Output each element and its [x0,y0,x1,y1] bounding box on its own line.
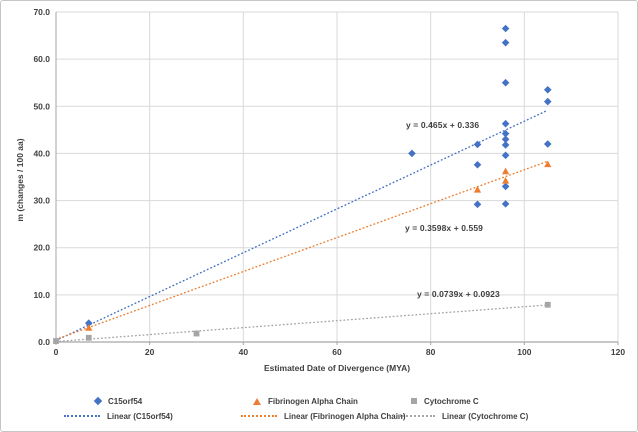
data-point-square [85,334,92,341]
square-marker-icon [411,398,417,404]
x-tick-label: 20 [145,347,155,357]
x-tick-label: 40 [239,347,249,357]
legend-item-fibrinogen: Fibrinogen Alpha Chain [253,395,358,407]
x-tick-label: 0 [54,347,59,357]
x-axis-title: Estimated Date of Divergence (MYA) [263,363,411,373]
data-point-diamond [501,24,510,33]
data-point-diamond [501,200,510,208]
data-point-diamond [473,140,482,149]
trendline-equation-cytochrome: y = 0.0739x + 0.0923 [417,289,500,299]
y-tick-label: 0.0 [38,337,50,347]
x-tick-label: 100 [517,347,531,357]
data-point-square [53,338,59,344]
y-tick-label: 40.0 [33,148,50,158]
data-point-diamond [543,97,552,106]
data-point-diamond [473,160,482,169]
data-point-diamond [501,119,510,128]
data-point-triangle [502,176,510,184]
y-tick-label: 30.0 [33,196,50,206]
data-point-diamond [501,182,510,191]
legend-label: Cytochrome C [424,396,479,406]
legend-item-linear-fibrinogen: Linear (Fibrinogen Alpha Chain) [241,410,405,422]
x-tick-label: 80 [426,347,436,357]
legend-item-c15orf54: C15orf54 [93,395,143,407]
triangle-marker-icon [253,397,261,405]
y-tick-label: 60.0 [33,54,50,64]
legend-label: C15orf54 [108,396,143,406]
legend-item-linear-c15orf54: Linear (C15orf54) [64,410,173,422]
data-point-triangle [502,167,510,175]
trendline-equation-fibrinogen: y = 0.3598x + 0.559 [405,223,483,233]
data-point-diamond [501,38,510,47]
y-tick-label: 10.0 [33,290,50,300]
data-point-diamond [543,140,552,148]
dotted-line-icon [399,415,435,417]
data-point-square [544,301,551,308]
data-point-diamond [501,78,510,87]
data-point-square [193,330,200,337]
data-point-diamond [501,129,510,138]
legend-item-cytochrome: Cytochrome C [411,395,479,407]
data-point-diamond [501,135,510,144]
legend-label: Linear (C15orf54) [107,411,173,421]
diamond-marker-icon [93,396,103,406]
data-point-diamond [473,200,482,209]
y-tick-label: 20.0 [33,243,50,253]
data-point-diamond [501,141,510,149]
data-point-diamond [543,85,552,94]
legend-label: Linear (Fibrinogen Alpha Chain) [284,411,406,421]
trendline [55,160,549,341]
trendline [55,304,549,343]
x-tick-label: 60 [332,347,342,357]
data-point-diamond [84,319,93,327]
legend-label: Linear (Cytochrome C) [442,411,529,421]
legend-label: Fibrinogen Alpha Chain [268,396,358,406]
trendline-equation-c15orf54: y = 0.465x + 0.336 [406,120,480,130]
data-point-diamond [408,149,416,158]
dotted-line-icon [64,415,100,417]
data-point-triangle [544,160,552,168]
legend-item-linear-cytochrome: Linear (Cytochrome C) [399,410,528,422]
y-tick-label: 70.0 [33,7,50,17]
trendline [55,109,549,342]
data-point-triangle [473,185,482,193]
y-axis-title: m (changes / 100 aa) [15,138,25,222]
x-tick-label: 120 [611,347,625,357]
data-point-diamond [501,151,510,160]
y-tick-label: 50.0 [33,101,50,111]
data-point-triangle [85,324,93,331]
dotted-line-icon [241,415,277,417]
